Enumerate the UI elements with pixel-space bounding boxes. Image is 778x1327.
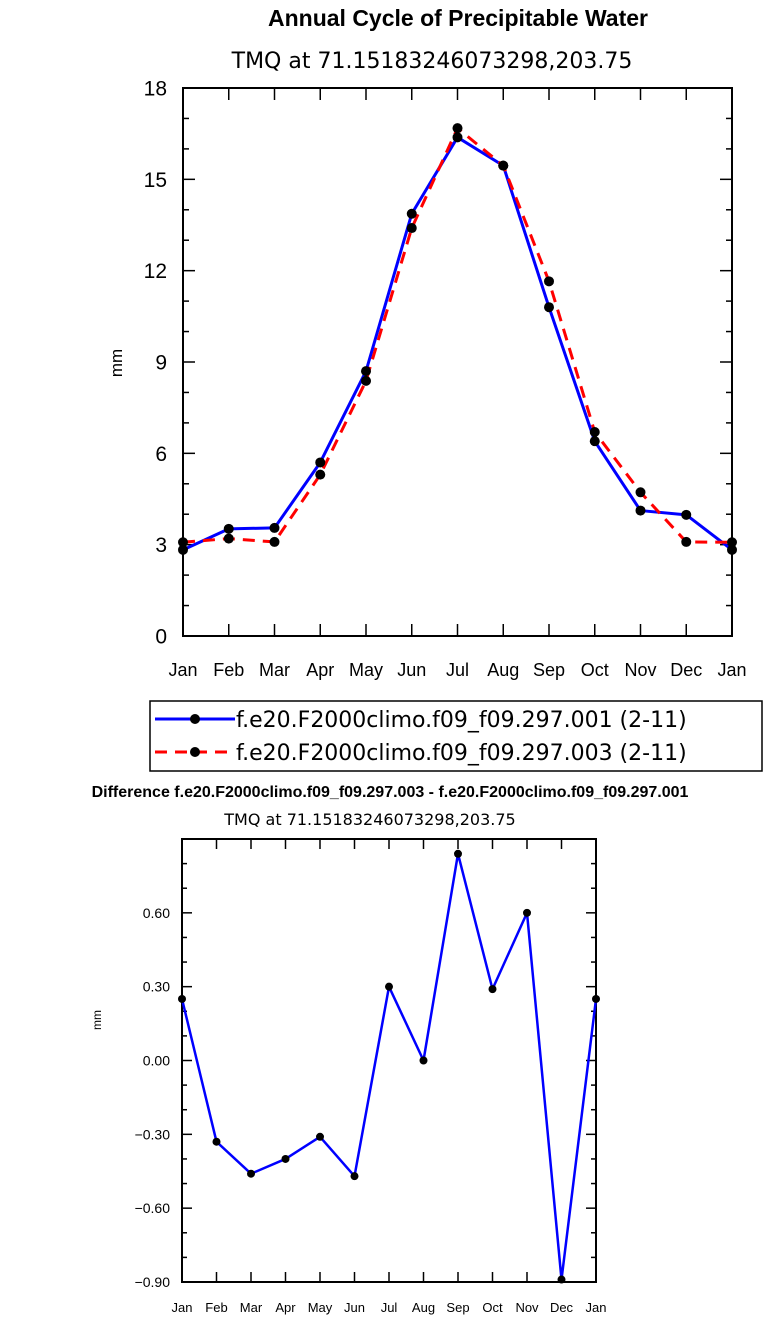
chart1-series-1-point — [178, 544, 188, 555]
chart1-series-2-line — [182, 126, 733, 544]
chart1-series-2-point — [727, 537, 737, 548]
chart1-ytick-label: 15 — [144, 169, 167, 192]
chart1-series-1-point — [681, 509, 692, 520]
chart1-xtick-label: Jan — [168, 660, 197, 680]
chart1-ytick-label: 18 — [144, 78, 167, 101]
chart1-series-2-point — [589, 427, 600, 438]
chart1-series-2-point — [635, 487, 646, 498]
chart2-xtick-label: Dec — [550, 1300, 574, 1315]
chart2-series-1-point — [523, 908, 531, 917]
chart1-series-2-point — [223, 533, 234, 544]
chart1-xtick-label: Oct — [581, 660, 609, 680]
chart2-ytick-label: −0.60 — [135, 1200, 171, 1216]
chart2-series-1-point — [281, 1154, 290, 1163]
chart2-xtick-label: Jun — [344, 1300, 365, 1315]
chart2-ytick-label: 0.60 — [143, 905, 170, 921]
chart2-xtick-label: Nov — [515, 1300, 539, 1315]
chart1-ytick-label: 12 — [144, 260, 167, 283]
chart2-series-1-point — [212, 1137, 221, 1146]
chart1-xtick-label: Jul — [446, 660, 469, 680]
chart2-axes: −0.90 −0.60 −0.30 0.00 0.30 0.60 Jan Feb Mar Apr M… — [135, 838, 607, 1315]
chart1-series-2-point — [178, 537, 188, 548]
chart1-series-2-point — [544, 276, 554, 287]
chart1-ytick-label: 0 — [155, 626, 167, 649]
chart2-ytick-label: −0.90 — [135, 1274, 171, 1290]
chart1-series-1-point — [544, 302, 554, 313]
chart2-series-1-point — [454, 849, 462, 858]
chart2-title: Difference f.e20.F2000climo.f09_f09.297.… — [92, 784, 689, 801]
chart1-xtick-label: Apr — [306, 660, 334, 680]
chart1-ytick-label: 9 — [155, 352, 167, 375]
legend-marker-series-1 — [190, 714, 200, 724]
chart1-legend: f.e20.F2000climo.f09_f09.297.001 (2-11) … — [149, 700, 763, 772]
chart1-series-1-point — [727, 544, 737, 555]
chart2-xtick-label: May — [308, 1300, 333, 1315]
chart2-xtick-label: Oct — [482, 1300, 503, 1315]
chart2-xtick-label: Feb — [205, 1300, 227, 1315]
chart2-series-1-point — [488, 985, 497, 994]
chart1-xtick-label: Nov — [624, 660, 656, 680]
chart1-xtick-label: Sep — [533, 660, 565, 680]
chart1-series-2-point — [498, 160, 509, 171]
chart1-plot-area — [178, 123, 737, 555]
chart1-xtick-label: Mar — [259, 660, 290, 680]
chart1-series-1-point — [452, 132, 463, 143]
chart1-xtick-label: May — [349, 660, 383, 680]
chart1-axes: 0 3 6 9 12 15 18 Jan Feb Mar Apr May Jun Jul Aug Sep Oct… — [144, 78, 747, 680]
chart2-xtick-label: Apr — [275, 1300, 296, 1315]
chart1-series-2-point — [681, 536, 692, 547]
chart2-series-1-point — [316, 1132, 324, 1141]
legend-box — [149, 700, 763, 772]
chart2-series-1-point — [592, 994, 600, 1003]
chart2-ylabel: mm — [90, 1010, 104, 1030]
chart2-plot-area — [178, 849, 600, 1284]
chart2-xtick-label: Sep — [446, 1300, 469, 1315]
chart1-series-1-point — [223, 523, 234, 534]
chart1-series-1-line — [182, 135, 733, 552]
chart2-ytick-label: 0.30 — [143, 979, 170, 995]
chart2-xtick-label: Mar — [240, 1300, 263, 1315]
chart1-series-2-point — [315, 469, 326, 480]
chart1-title: Annual Cycle of Precipitable Water — [268, 5, 648, 31]
chart1-series-1-point — [406, 208, 417, 219]
legend-label-series-1: f.e20.F2000climo.f09_f09.297.001 (2-11) — [236, 708, 687, 733]
chart2-series-1-point — [178, 994, 186, 1003]
chart2-xtick-label: Aug — [412, 1300, 435, 1315]
chart2-series-1-line — [180, 852, 598, 1281]
chart2-xtick-label: Jan — [172, 1300, 193, 1315]
legend-label-series-2: f.e20.F2000climo.f09_f09.297.003 (2-11) — [236, 741, 687, 766]
chart1-series-1-point — [315, 457, 326, 468]
chart2-xtick-label: Jul — [381, 1300, 398, 1315]
chart2-ytick-label: −0.30 — [135, 1126, 171, 1142]
chart2-series-1-point — [557, 1275, 566, 1284]
chart1-subtitle: TMQ at 71.15183246073298,203.75 — [231, 49, 633, 74]
chart1-ytick-label: 3 — [155, 534, 167, 557]
chart2-ytick-label: 0.00 — [143, 1053, 170, 1069]
chart1-series-1-point — [361, 366, 371, 377]
chart1-xtick-label: Jan — [717, 660, 746, 680]
chart1-series-2-point — [406, 223, 417, 234]
chart2-series-1-point — [350, 1172, 359, 1181]
chart1-ytick-label: 6 — [155, 443, 167, 466]
chart2-series-1-point — [247, 1169, 255, 1178]
chart1-xtick-label: Feb — [213, 660, 244, 680]
chart1-series-2-point — [269, 536, 280, 547]
chart1-series-2-point — [361, 375, 371, 386]
legend-marker-series-2 — [190, 747, 200, 757]
chart1-ylabel: mm — [107, 349, 126, 377]
chart1-frame — [182, 87, 733, 637]
chart1-series-1-point — [269, 522, 280, 533]
chart1-series-1-point — [589, 436, 600, 447]
chart1-series-2-point — [452, 123, 463, 134]
chart1-xtick-label: Jun — [397, 660, 426, 680]
chart1-xtick-label: Aug — [487, 660, 519, 680]
chart2-xtick-label: Jan — [586, 1300, 607, 1315]
chart1-xtick-label: Dec — [670, 660, 702, 680]
chart2-series-1-point — [419, 1056, 428, 1065]
chart2-subtitle: TMQ at 71.15183246073298,203.75 — [223, 810, 515, 829]
chart2-frame — [181, 838, 597, 1283]
chart2-series-1-point — [385, 982, 393, 991]
chart1-series-1-point — [635, 505, 646, 516]
